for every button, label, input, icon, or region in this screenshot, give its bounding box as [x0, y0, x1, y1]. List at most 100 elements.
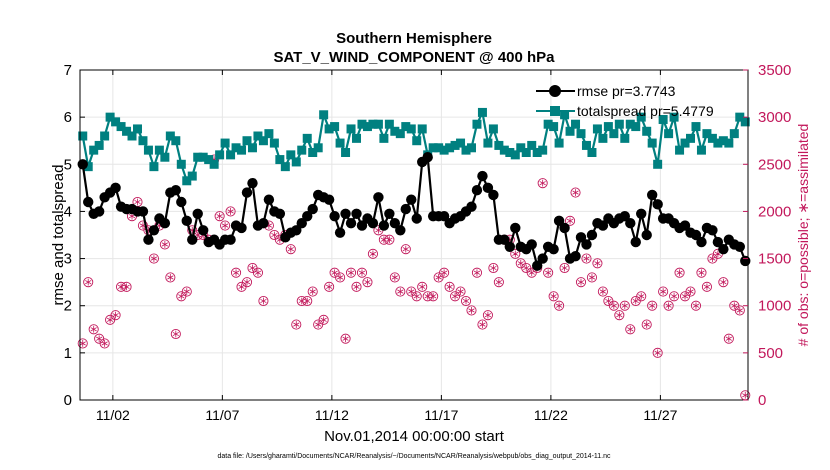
obs-assimilated-point: [599, 288, 607, 295]
obs-assimilated-point: [216, 212, 223, 220]
legend: rmse pr=3.7743 totalspread pr=5.4779: [536, 83, 714, 119]
rmse-point: [438, 210, 450, 222]
rmse-point: [411, 213, 422, 224]
obs-assimilated-point: [440, 269, 448, 277]
obs-assimilated-point: [490, 264, 497, 272]
rmse-point: [466, 201, 477, 212]
obs-possible-point: [165, 272, 176, 283]
rmse-point: [329, 210, 340, 222]
obs-assimilated-point: [342, 335, 349, 343]
obs-possible-point: [362, 277, 373, 288]
rmse-point: [192, 208, 203, 219]
obs-assimilated-point: [150, 255, 158, 262]
totalspread-point: [581, 140, 591, 150]
obs-assimilated-point: [221, 222, 229, 229]
obs-possible-point: [439, 267, 450, 278]
obs-possible-point: [663, 300, 674, 311]
totalspread-point: [335, 138, 345, 148]
obs-assimilated-point: [545, 269, 552, 277]
obs-possible-point: [351, 281, 362, 292]
obs-assimilated-point: [703, 283, 711, 291]
obs-possible-point: [411, 291, 422, 302]
totalspread-point: [319, 110, 329, 120]
rmse-point: [477, 170, 488, 182]
totalspread-point: [543, 119, 553, 129]
obs-assimilated-point: [446, 283, 453, 291]
rmse-point: [181, 215, 192, 227]
obs-assimilated-point: [594, 259, 601, 267]
rmse-point: [406, 194, 417, 205]
obs-assimilated-point: [161, 241, 169, 248]
obs-assimilated-point: [243, 278, 251, 286]
obs-assimilated-point: [659, 288, 667, 295]
rmse-point: [258, 218, 269, 229]
totalspread-point: [729, 129, 739, 139]
obs-possible-point: [356, 267, 368, 278]
obs-assimilated-point: [495, 278, 503, 286]
obs-assimilated-point: [484, 311, 492, 319]
y-axis-label-left: rmse and totalspread: [50, 165, 67, 306]
totalspread-point: [308, 148, 318, 157]
obs-assimilated-point: [451, 292, 459, 300]
obs-possible-point: [417, 281, 428, 292]
totalspread-point: [258, 136, 268, 146]
totalspread-point: [609, 129, 619, 139]
totalspread-point: [242, 136, 252, 146]
obs-possible-point: [597, 286, 608, 297]
obs-assimilated-point: [583, 255, 590, 262]
rmse-point: [559, 222, 570, 234]
obs-assimilated-point: [347, 269, 355, 277]
obs-assimilated-point: [676, 269, 683, 277]
totalspread-point: [143, 145, 153, 155]
obs-assimilated-point: [249, 264, 256, 272]
obs-assimilated-point: [117, 283, 125, 291]
totalspread-point: [83, 162, 93, 172]
obs-assimilated-point: [588, 274, 596, 281]
totalspread-point: [718, 136, 728, 146]
tick-label-right: 2000: [758, 203, 791, 220]
rmse-point: [389, 218, 401, 229]
obs-possible-point: [422, 291, 433, 302]
chart-subtitle: SAT_V_WIND_COMPONENT @ 400 hPa: [273, 49, 555, 66]
obs-possible-point: [181, 286, 192, 297]
totalspread-point: [220, 138, 230, 148]
obs-possible-point: [400, 244, 411, 255]
obs-possible-point: [77, 338, 88, 349]
obs-assimilated-point: [320, 316, 327, 324]
rmse-point: [581, 239, 592, 250]
obs-assimilated-point: [112, 311, 119, 319]
x-axis-label: Nov.01,2014 00:00:00 start: [324, 428, 505, 445]
totalspread-point: [291, 157, 301, 167]
totalspread-point: [187, 171, 197, 181]
obs-possible-point: [510, 248, 521, 259]
legend-totalspread-label: totalspread pr=5.4779: [577, 103, 714, 119]
obs-possible-point: [488, 262, 499, 274]
rmse-point: [499, 234, 510, 245]
obs-assimilated-point: [123, 283, 130, 291]
obs-possible-point: [170, 328, 181, 340]
obs-possible-point: [296, 295, 307, 307]
totalspread-point: [368, 119, 378, 129]
obs-assimilated-point: [238, 283, 245, 291]
obs-assimilated-point: [523, 264, 530, 272]
totalspread-point: [614, 119, 624, 129]
totalspread-point: [538, 145, 548, 155]
obs-assimilated-point: [572, 189, 579, 196]
obs-assimilated-point: [528, 269, 535, 277]
obs-possible-point: [230, 267, 242, 278]
totalspread-point: [592, 124, 602, 134]
obs-assimilated-point: [408, 288, 415, 295]
totalspread-point: [494, 140, 504, 150]
obs-possible-point: [116, 281, 127, 292]
obs-possible-point: [592, 258, 603, 269]
tick-label-x: 11/07: [205, 407, 239, 423]
totalspread-point: [735, 112, 745, 122]
totalspread-point: [313, 143, 323, 153]
totalspread-point: [275, 155, 285, 165]
totalspread-point: [707, 133, 717, 143]
totalspread-point: [696, 145, 706, 155]
rmse-point: [187, 234, 198, 245]
obs-assimilated-point: [167, 274, 174, 281]
obs-assimilated-point: [315, 321, 322, 328]
